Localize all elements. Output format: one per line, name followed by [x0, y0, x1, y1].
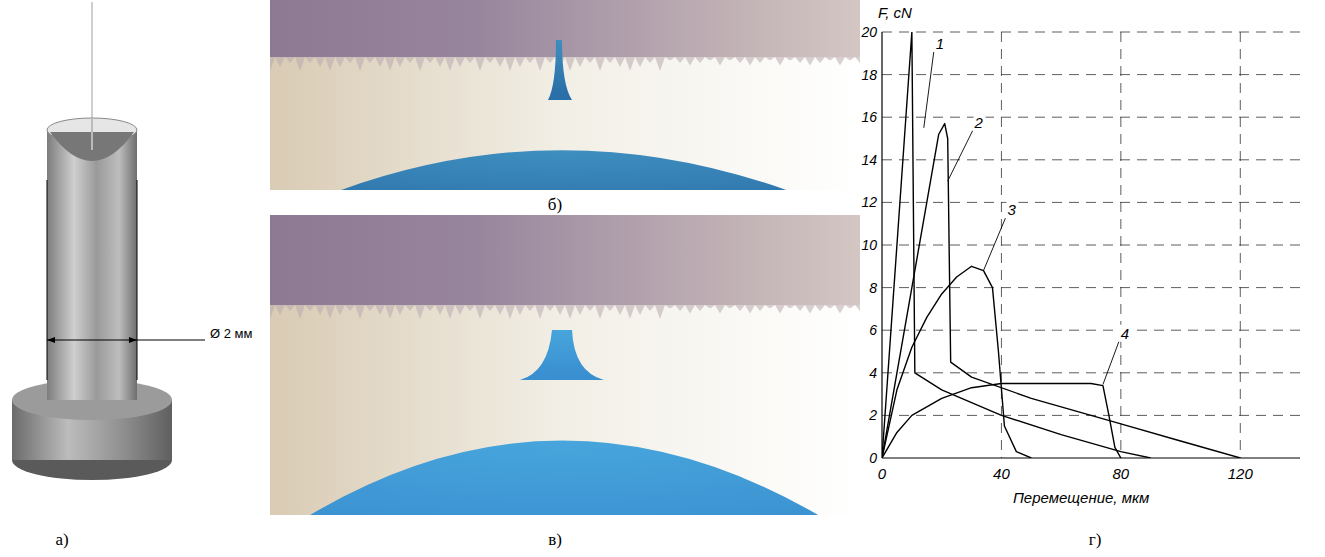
probe-edge [270, 0, 860, 71]
curves [882, 32, 1240, 458]
needle-base [91, 118, 93, 150]
grid-line [882, 330, 1300, 331]
panel-label: г) [1089, 530, 1102, 549]
curve-label: 3 [1007, 201, 1016, 218]
y-tick-label: 18 [861, 67, 877, 83]
y-axis [881, 32, 882, 458]
curve-label: 1 [936, 35, 944, 52]
x-tick-label: 0 [878, 465, 887, 482]
cylinder [47, 130, 137, 400]
grid-line [882, 202, 1300, 203]
y-axis-title: F, cN [878, 4, 912, 21]
y-tick-label: 16 [861, 109, 877, 125]
leader-line [948, 131, 973, 181]
grid-line [882, 32, 1300, 33]
probe-edge [270, 215, 860, 319]
y-tick-label: 12 [861, 194, 877, 210]
leader-line [924, 52, 934, 128]
y-tick-label: 8 [869, 280, 877, 296]
curve-label: 2 [974, 114, 984, 131]
grid-line [882, 117, 1300, 118]
needle [91, 2, 93, 118]
panel-a-photo [12, 2, 172, 480]
leader-line [1103, 342, 1119, 385]
label-patch [974, 114, 986, 131]
curve [882, 124, 1240, 458]
meniscus [520, 330, 604, 380]
x-tick-label: 40 [993, 465, 1010, 482]
dimension-label: Ø 2 мм [210, 326, 253, 341]
panel-label: в) [548, 530, 562, 549]
arrows [47, 337, 137, 343]
label-patch [1120, 325, 1132, 342]
y-tick-label: 4 [869, 365, 877, 381]
grid-line [1120, 32, 1121, 458]
y-tick-label: 6 [869, 322, 877, 338]
grid-line [882, 372, 1300, 373]
panel-v-photo [250, 215, 880, 555]
y-tick-label: 10 [861, 237, 877, 253]
x-tick-label: 120 [1228, 465, 1254, 482]
droplet [270, 441, 860, 516]
panel-label: а) [55, 530, 68, 549]
dimension: Ø 2 мм [47, 180, 253, 380]
y-tick-label: 0 [869, 450, 877, 466]
ext-line [47, 180, 48, 380]
y-tick-label: 14 [861, 152, 877, 168]
panel-label: б) [548, 195, 562, 214]
y-tick-label: 20 [860, 24, 877, 40]
leader-line [984, 218, 1006, 270]
chart: 0246810121416182004080120F, cNПеремещени… [860, 4, 1300, 506]
photo-content [270, 0, 860, 190]
x-tick-label: 80 [1113, 465, 1130, 482]
figure: Ø 2 мма)б)в)г)0246810121416182004080120F… [0, 0, 1325, 557]
photo-content [270, 215, 860, 515]
grid-line [882, 245, 1300, 246]
label-patch [935, 35, 947, 52]
dim-line [47, 340, 205, 341]
label-patch [1006, 201, 1018, 218]
grid-line [1240, 32, 1241, 458]
panel-b-photo [250, 0, 880, 230]
grid-line [882, 159, 1300, 160]
droplet [270, 150, 860, 190]
y-tick-label: 2 [868, 407, 877, 423]
curve [882, 266, 1031, 458]
curve [882, 32, 1151, 458]
x-axis-title: Перемещение, мкм [1013, 489, 1149, 506]
grid-line [882, 287, 1300, 288]
curve-label: 4 [1121, 325, 1129, 342]
curve [882, 383, 1121, 458]
ext-line [137, 180, 138, 380]
grid-line [882, 74, 1300, 75]
meniscus [548, 40, 572, 100]
